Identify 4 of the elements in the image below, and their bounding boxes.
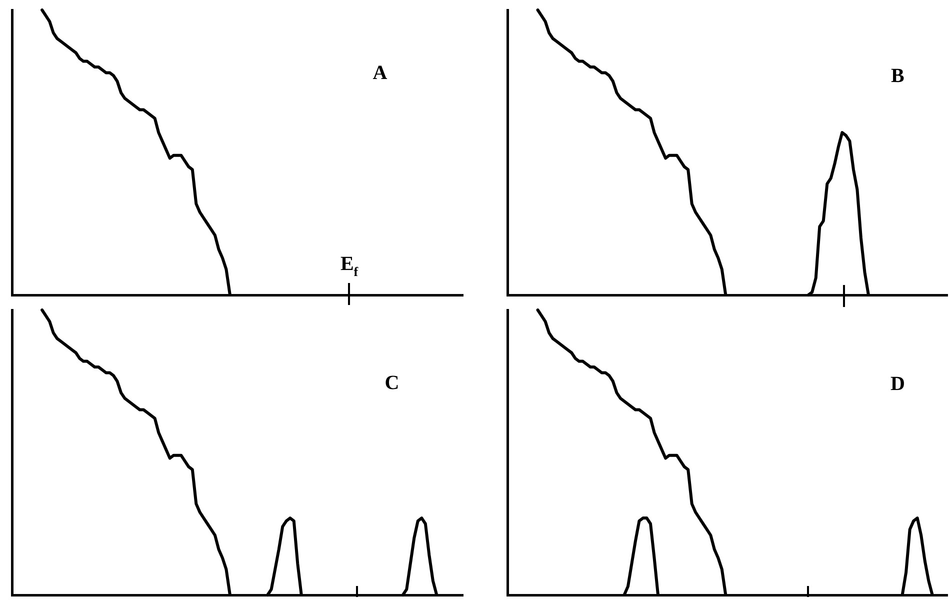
- text: B: [891, 65, 904, 87]
- text: C: [384, 372, 400, 394]
- text: A: [372, 62, 388, 84]
- text: D: [890, 373, 905, 395]
